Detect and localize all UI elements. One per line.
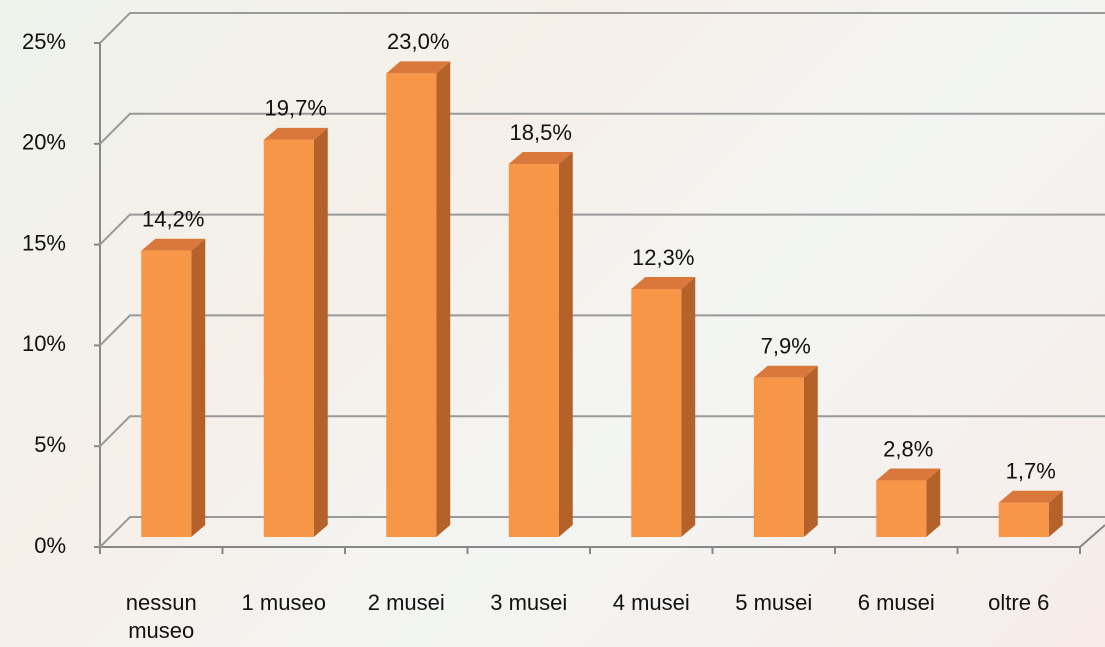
x-tick-label: 6 musei <box>857 590 935 615</box>
grid-line <box>99 12 1105 44</box>
grid-line <box>99 213 1105 246</box>
x-tick-label: 5 musei <box>735 590 813 615</box>
bar-front <box>141 250 192 537</box>
bar <box>753 365 818 537</box>
bar-side <box>313 127 328 538</box>
y-tick-label: 25% <box>22 29 66 54</box>
y-tick-label: 5% <box>34 432 66 457</box>
bar-top <box>876 468 941 481</box>
bar-side <box>926 468 941 537</box>
value-label: 1,7% <box>1006 459 1056 484</box>
grid-line <box>99 112 1105 145</box>
bar-side <box>436 61 451 537</box>
grid-line <box>99 314 1105 347</box>
value-label: 23,0% <box>387 29 449 54</box>
bar <box>386 61 451 537</box>
bar-front <box>631 289 682 537</box>
x-tick-label: 1 museo <box>241 590 326 615</box>
floor-edge <box>100 524 1105 548</box>
bar-top <box>508 152 573 165</box>
value-label: 14,2% <box>142 207 204 232</box>
bar-side <box>191 238 206 537</box>
bar-side <box>558 152 573 538</box>
y-tick-label: 20% <box>22 130 66 155</box>
value-label: 2,8% <box>883 436 933 461</box>
x-tick-label: 3 musei <box>490 590 568 615</box>
bar-side <box>803 365 818 537</box>
y-tick-label: 15% <box>22 230 66 255</box>
y-tick-label: 10% <box>22 331 66 356</box>
value-label: 7,9% <box>761 334 811 359</box>
x-tick-label: oltre 6 <box>988 590 1050 615</box>
bar <box>141 238 206 537</box>
bar-front <box>876 480 927 537</box>
bar-front <box>386 73 437 537</box>
y-tick-label: 0% <box>34 533 66 558</box>
x-tick-label: 2 musei <box>367 590 445 615</box>
bar-front <box>263 139 314 537</box>
bar-front <box>508 164 559 538</box>
bar <box>631 277 696 537</box>
bar-top <box>753 365 818 378</box>
bar-front <box>998 502 1049 537</box>
x-tick-label: nessun museo <box>125 590 197 643</box>
bar-top <box>141 238 206 251</box>
value-label: 19,7% <box>265 96 327 121</box>
grid-line <box>99 415 1105 447</box>
bar-top <box>263 127 328 140</box>
value-label: 18,5% <box>510 120 572 145</box>
x-tick-label: 4 musei <box>612 590 690 615</box>
bar <box>998 490 1063 537</box>
bar-side <box>1048 490 1063 537</box>
bar-front <box>753 377 804 537</box>
grid-line <box>99 516 1105 548</box>
bar-top <box>386 61 451 74</box>
bar-side <box>681 277 696 537</box>
value-label: 12,3% <box>632 245 694 270</box>
bar <box>876 468 941 537</box>
bar <box>508 152 573 538</box>
bar <box>263 127 328 538</box>
bar-top <box>631 277 696 290</box>
bar-top <box>998 490 1063 503</box>
